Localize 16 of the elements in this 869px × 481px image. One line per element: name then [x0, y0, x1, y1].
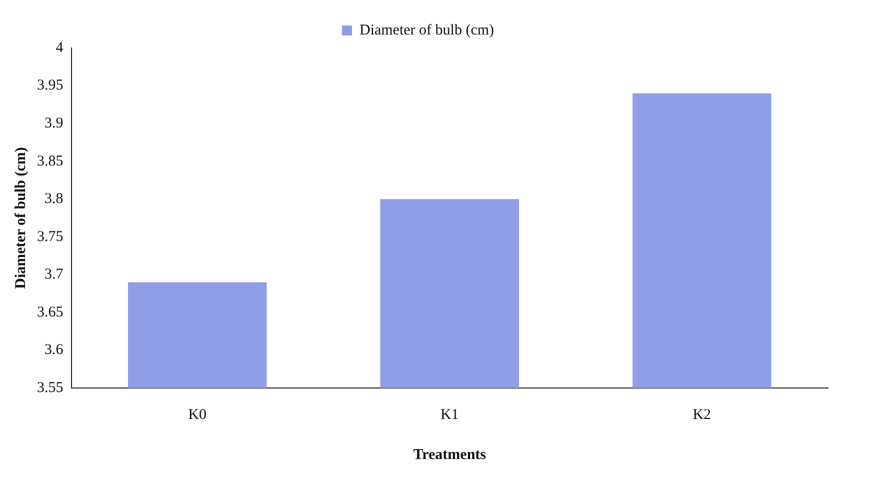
y-tick-label: 3.9	[44, 115, 64, 132]
y-tick-label: 3.55	[37, 380, 64, 396]
legend-label: Diameter of bulb (cm)	[359, 22, 494, 38]
x-tick-label: K1	[440, 406, 459, 423]
x-tick-label: K2	[692, 406, 712, 423]
y-tick-label: 3.85	[37, 153, 64, 170]
y-tick-label: 3.75	[37, 228, 64, 245]
y-tick-label: 3.65	[37, 304, 64, 320]
x-axis-title: Treatments	[413, 446, 486, 463]
y-tick-label: 3.6	[44, 342, 64, 358]
x-tick-label: K0	[188, 406, 207, 423]
y-tick-label: 3.95	[37, 78, 64, 94]
y-tick-label: 4	[56, 40, 64, 56]
y-axis-title: Diameter of bulb (cm)	[12, 147, 29, 289]
y-tick-label: 3.7	[44, 266, 64, 283]
y-tick-label: 3.8	[44, 191, 64, 208]
